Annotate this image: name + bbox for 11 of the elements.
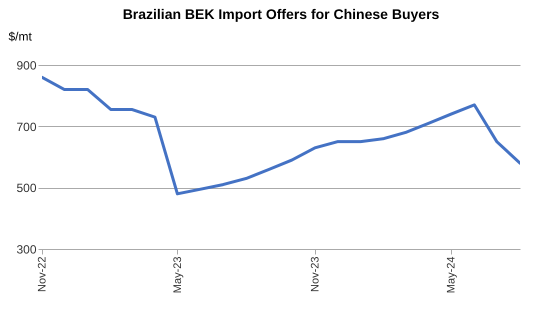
x-tick-label: May-23 xyxy=(172,256,184,294)
x-tick-label: Nov-22 xyxy=(36,256,48,292)
y-tick-label: 500 xyxy=(16,181,37,196)
line-series xyxy=(42,76,520,196)
y-tick-label: 700 xyxy=(16,120,37,134)
x-tick-label: Nov-23 xyxy=(310,256,322,292)
y-tick-label: 300 xyxy=(16,242,37,256)
chart-title: Brazilian BEK Import Offers for Chinese Buyers xyxy=(122,6,440,22)
x-tick-label: May-24 xyxy=(446,256,458,294)
y-tick-label: 900 xyxy=(16,58,37,72)
y-axis-title: $/mt xyxy=(8,30,33,44)
